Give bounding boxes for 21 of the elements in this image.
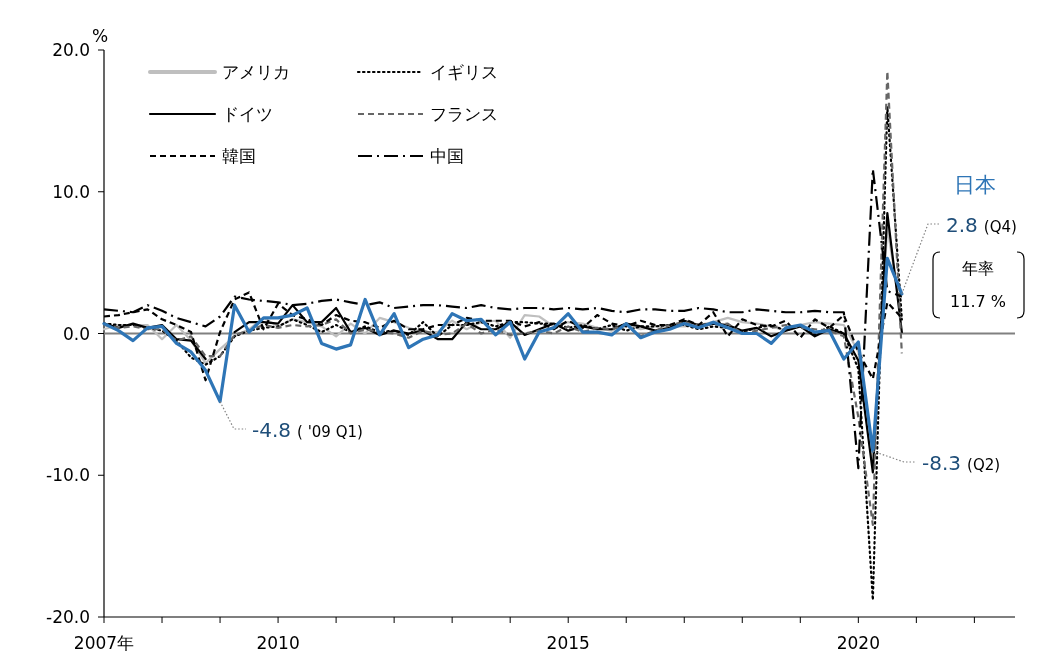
- annotation: -8.3 (Q2): [922, 451, 1001, 475]
- legend-label: ドイツ: [222, 104, 273, 124]
- x-tick-label: 2007年: [73, 633, 135, 653]
- y-tick-label: 10.0: [52, 181, 90, 202]
- x-tick-label: 2015: [546, 633, 590, 653]
- y-tick-label: 20.0: [52, 40, 90, 60]
- annotation: -4.8 ( '09 Q1): [252, 418, 363, 442]
- y-axis-title: %: [91, 26, 109, 46]
- text: 日本: [954, 173, 996, 197]
- legend-label: イギリス: [430, 62, 498, 82]
- y-tick-label: 0.0: [62, 323, 90, 344]
- y-tick-label: -20.0: [46, 607, 90, 627]
- y-tick-label: -10.0: [46, 465, 90, 486]
- annotation: 2.8 (Q4): [946, 213, 1017, 237]
- annotation: 年率 11.7 %: [950, 259, 1006, 311]
- x-tick-label: 2010: [256, 633, 300, 653]
- x-tick-label: 2020: [836, 633, 880, 653]
- legend-label: 中国: [430, 146, 464, 166]
- legend-label: 韓国: [222, 146, 256, 166]
- legend-label: アメリカ: [222, 62, 290, 82]
- legend-label: フランス: [430, 104, 498, 124]
